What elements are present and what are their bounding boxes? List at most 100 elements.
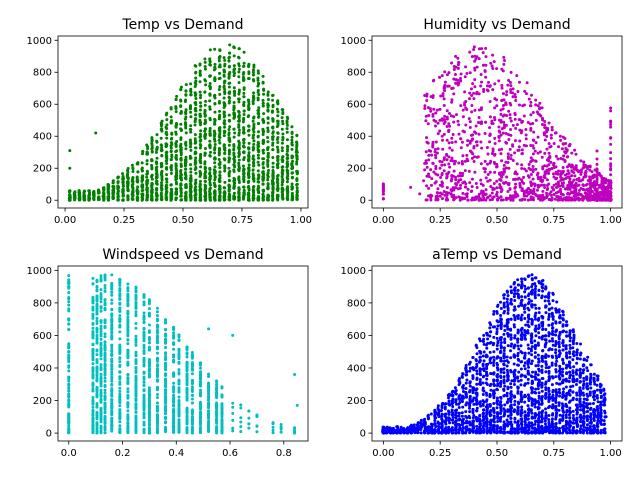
data-point [118, 283, 122, 287]
data-point [110, 273, 114, 277]
data-point [233, 93, 237, 97]
data-point [91, 351, 95, 355]
data-point [442, 169, 446, 173]
data-point [189, 124, 193, 128]
data-point [493, 152, 497, 156]
data-point [142, 370, 146, 374]
data-point [232, 135, 236, 139]
data-point [213, 78, 217, 82]
data-point [271, 119, 275, 123]
data-point [232, 160, 236, 164]
data-point [246, 180, 250, 184]
data-point [463, 101, 467, 105]
data-point [150, 150, 154, 154]
data-point [468, 120, 472, 124]
data-point [140, 192, 144, 196]
data-point [110, 323, 114, 327]
data-point [252, 142, 256, 146]
data-point [450, 87, 454, 90]
data-point [276, 119, 280, 123]
data-point [601, 193, 605, 197]
data-point [155, 145, 159, 149]
data-point [502, 170, 506, 174]
data-point [95, 417, 99, 421]
data-point [121, 192, 125, 196]
data-point [227, 128, 231, 132]
data-point [271, 98, 275, 102]
data-point [507, 137, 511, 141]
data-point [266, 178, 270, 182]
data-point [409, 185, 413, 189]
data-point [475, 92, 479, 96]
data-point [506, 160, 510, 164]
data-point [445, 176, 449, 180]
data-point [78, 197, 82, 201]
data-point [252, 194, 256, 198]
data-point [600, 182, 604, 186]
data-point [588, 195, 592, 199]
data-point [488, 198, 492, 202]
data-point [468, 91, 472, 95]
data-point [532, 130, 536, 134]
data-point [552, 183, 556, 187]
data-point [291, 171, 295, 175]
data-point [204, 99, 208, 103]
data-point [423, 106, 427, 110]
data-point [110, 393, 114, 397]
data-point [237, 81, 241, 85]
data-point [434, 156, 438, 160]
data-point [95, 405, 99, 409]
data-point [545, 178, 549, 182]
data-point [169, 157, 173, 161]
data-point [257, 176, 261, 180]
data-point [524, 127, 528, 131]
data-point [517, 176, 521, 180]
data-point [118, 404, 122, 408]
data-point [568, 177, 572, 181]
data-point [175, 169, 179, 173]
data-point [483, 167, 487, 171]
data-point [189, 141, 193, 145]
data-point [95, 307, 99, 311]
data-point [121, 194, 125, 198]
data-point [217, 56, 221, 60]
data-point [577, 169, 581, 173]
data-point [532, 138, 536, 142]
data-point [262, 92, 266, 96]
data-point [519, 131, 523, 135]
data-point [468, 50, 472, 54]
data-point [276, 141, 280, 145]
data-point [495, 190, 499, 194]
data-point [280, 168, 284, 172]
data-point [572, 167, 576, 171]
data-point [559, 138, 563, 142]
y-tick-label: 600 [347, 100, 366, 111]
data-point [179, 151, 183, 155]
data-point [91, 399, 95, 403]
data-point [286, 145, 290, 149]
data-point [134, 285, 138, 289]
data-point [142, 375, 146, 379]
data-point [509, 133, 513, 137]
data-point [110, 379, 114, 383]
data-point [130, 163, 134, 167]
data-point [203, 129, 207, 133]
data-point [237, 186, 241, 190]
data-point [271, 190, 275, 194]
data-point [227, 64, 231, 68]
data-point [198, 192, 202, 196]
data-point [217, 179, 221, 183]
data-point [247, 188, 251, 192]
data-point [488, 132, 492, 136]
data-point [213, 165, 217, 169]
data-point [572, 184, 576, 188]
data-point [194, 178, 198, 182]
data-point [155, 182, 159, 186]
data-point [103, 427, 107, 431]
data-point [99, 425, 103, 429]
data-point [189, 190, 193, 194]
data-point [126, 353, 130, 357]
data-point [574, 189, 578, 193]
data-point [116, 180, 120, 184]
data-point [194, 167, 198, 171]
